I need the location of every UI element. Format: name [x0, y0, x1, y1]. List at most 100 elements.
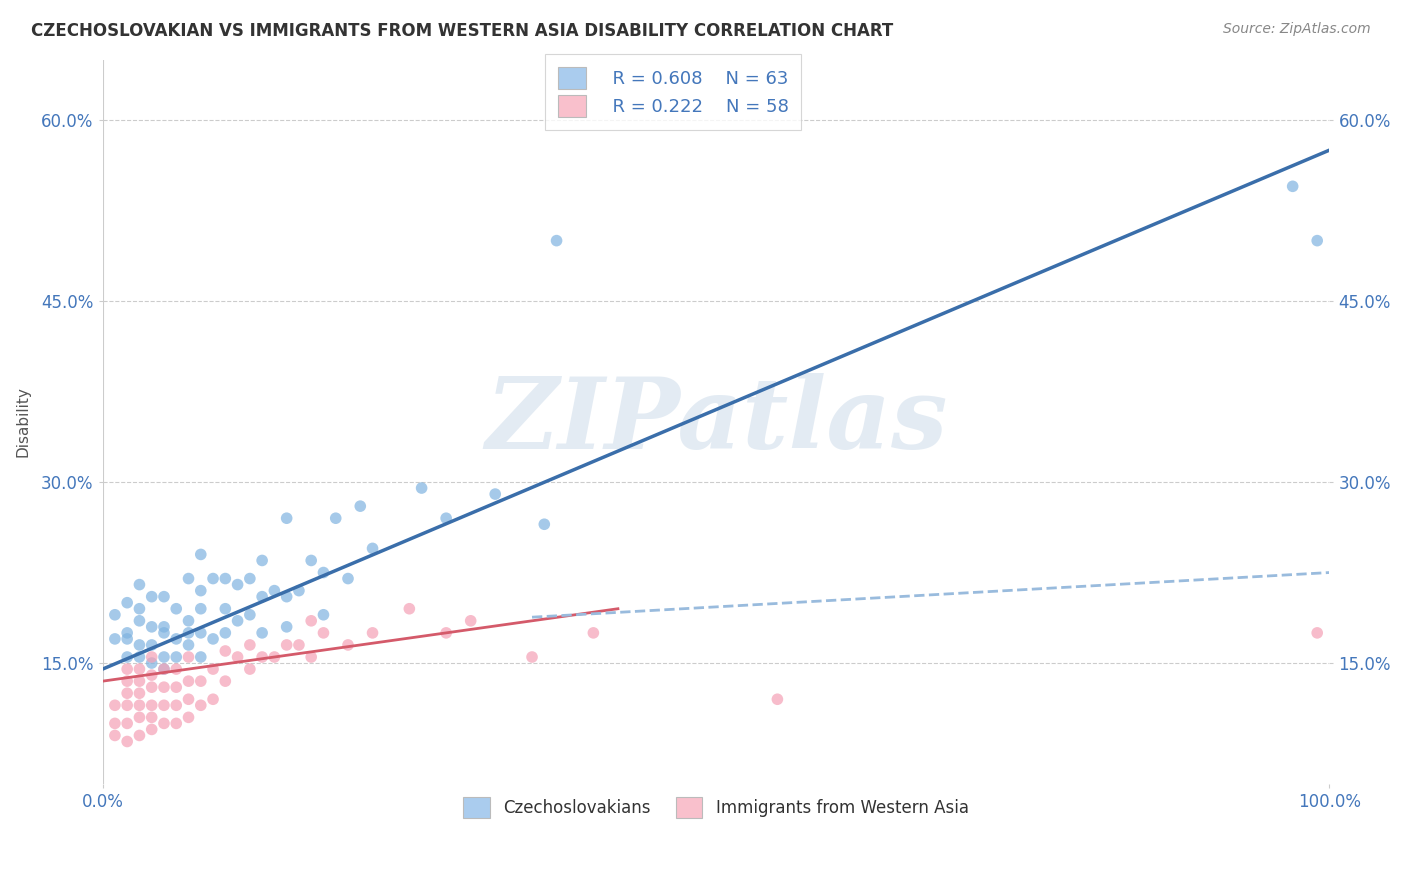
Point	[214, 572, 236, 586]
Point	[276, 620, 298, 634]
Point	[202, 692, 225, 706]
Point	[141, 723, 163, 737]
Point	[202, 572, 225, 586]
Point	[177, 625, 200, 640]
Point	[190, 601, 212, 615]
Point	[312, 607, 335, 622]
Point	[190, 650, 212, 665]
Point	[226, 614, 249, 628]
Point	[153, 662, 176, 676]
Point	[484, 487, 506, 501]
Point	[141, 656, 163, 670]
Text: CZECHOSLOVAKIAN VS IMMIGRANTS FROM WESTERN ASIA DISABILITY CORRELATION CHART: CZECHOSLOVAKIAN VS IMMIGRANTS FROM WESTE…	[31, 22, 893, 40]
Point	[104, 632, 127, 646]
Point	[115, 674, 138, 689]
Point	[128, 614, 150, 628]
Point	[115, 662, 138, 676]
Point	[361, 541, 384, 556]
Point	[141, 698, 163, 713]
Point	[128, 710, 150, 724]
Point	[1281, 179, 1303, 194]
Point	[153, 590, 176, 604]
Point	[141, 650, 163, 665]
Point	[190, 674, 212, 689]
Point	[411, 481, 433, 495]
Point	[153, 716, 176, 731]
Point	[128, 650, 150, 665]
Point	[520, 650, 543, 665]
Point	[250, 553, 273, 567]
Point	[115, 698, 138, 713]
Point	[104, 716, 127, 731]
Point	[239, 638, 262, 652]
Point	[190, 698, 212, 713]
Text: ZIPatlas: ZIPatlas	[485, 374, 948, 470]
Y-axis label: Disability: Disability	[15, 386, 30, 457]
Point	[165, 680, 187, 694]
Point	[276, 590, 298, 604]
Point	[177, 674, 200, 689]
Legend: Czechoslovakians, Immigrants from Western Asia: Czechoslovakians, Immigrants from Wester…	[456, 789, 977, 826]
Point	[104, 698, 127, 713]
Point	[190, 625, 212, 640]
Point	[177, 638, 200, 652]
Point	[128, 601, 150, 615]
Point	[115, 716, 138, 731]
Point	[263, 650, 285, 665]
Point	[325, 511, 347, 525]
Point	[141, 668, 163, 682]
Point	[214, 644, 236, 658]
Point	[141, 710, 163, 724]
Point	[239, 662, 262, 676]
Point	[434, 511, 457, 525]
Point	[128, 674, 150, 689]
Point	[153, 620, 176, 634]
Point	[128, 662, 150, 676]
Point	[337, 638, 360, 652]
Point	[214, 674, 236, 689]
Point	[276, 511, 298, 525]
Point	[128, 729, 150, 743]
Point	[177, 710, 200, 724]
Point	[1306, 234, 1329, 248]
Point	[165, 601, 187, 615]
Point	[115, 686, 138, 700]
Point	[190, 583, 212, 598]
Point	[190, 548, 212, 562]
Point	[250, 650, 273, 665]
Point	[177, 614, 200, 628]
Point	[165, 650, 187, 665]
Point	[153, 698, 176, 713]
Point	[177, 692, 200, 706]
Point	[115, 632, 138, 646]
Point	[312, 566, 335, 580]
Point	[115, 596, 138, 610]
Point	[250, 625, 273, 640]
Point	[141, 590, 163, 604]
Point	[239, 572, 262, 586]
Point	[434, 625, 457, 640]
Point	[104, 607, 127, 622]
Point	[533, 517, 555, 532]
Point	[141, 638, 163, 652]
Point	[582, 625, 605, 640]
Point	[214, 625, 236, 640]
Point	[312, 625, 335, 640]
Point	[104, 729, 127, 743]
Point	[299, 650, 322, 665]
Point	[349, 499, 371, 513]
Point	[288, 638, 311, 652]
Point	[165, 662, 187, 676]
Point	[239, 607, 262, 622]
Point	[250, 590, 273, 604]
Point	[165, 632, 187, 646]
Point	[128, 638, 150, 652]
Point	[165, 716, 187, 731]
Point	[177, 650, 200, 665]
Point	[226, 650, 249, 665]
Point	[202, 662, 225, 676]
Point	[115, 625, 138, 640]
Point	[337, 572, 360, 586]
Point	[276, 638, 298, 652]
Text: Source: ZipAtlas.com: Source: ZipAtlas.com	[1223, 22, 1371, 37]
